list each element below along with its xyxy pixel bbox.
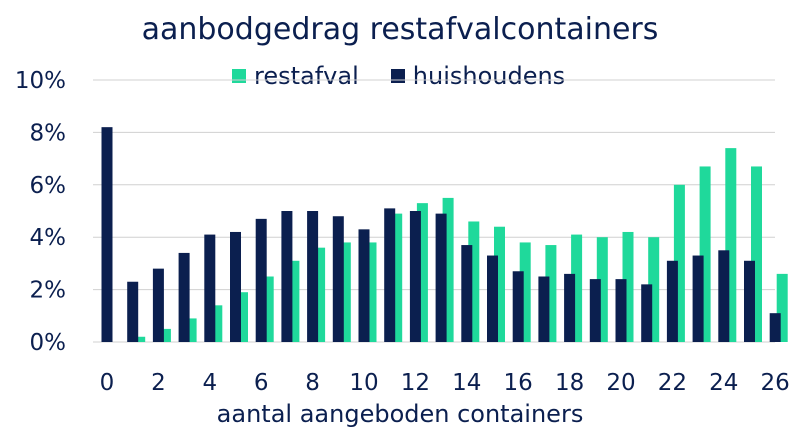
y-tick-label: 10% xyxy=(15,68,66,94)
bar-restafval-21 xyxy=(648,237,660,342)
bar-huishoudens-0 xyxy=(101,127,113,342)
bar-restafval-22 xyxy=(673,184,685,342)
x-tick-label: 0 xyxy=(100,370,115,396)
bar-huishoudens-7 xyxy=(281,211,293,342)
bar-restafval-24 xyxy=(725,148,737,342)
bar-huishoudens-21 xyxy=(641,284,653,342)
bar-restafval-1 xyxy=(134,336,146,342)
y-tick-label: 2% xyxy=(30,278,67,304)
bar-restafval-9 xyxy=(339,242,351,342)
legend-label-restafval: restafval xyxy=(254,62,359,90)
bar-restafval-6 xyxy=(262,276,274,342)
bar-huishoudens-8 xyxy=(307,211,319,342)
chart-title: aanbodgedrag restafvalcontainers xyxy=(141,12,659,47)
bar-huishoudens-24 xyxy=(718,250,730,342)
bar-restafval-23 xyxy=(699,166,711,342)
bar-huishoudens-20 xyxy=(615,279,627,342)
x-tick-label: 26 xyxy=(761,370,790,396)
y-tick-label: 8% xyxy=(30,120,67,146)
bar-huishoudens-17 xyxy=(538,276,550,342)
y-tick-label: 6% xyxy=(30,173,67,199)
bar-huishoudens-25 xyxy=(744,260,755,342)
bar-restafval-26 xyxy=(776,273,788,342)
y-tick-label: 0% xyxy=(30,330,67,356)
y-tick-label: 4% xyxy=(30,225,67,251)
x-axis-label: aantal aangeboden containers xyxy=(216,400,584,428)
legend: restafval huishoudens xyxy=(232,62,597,90)
x-tick-label: 4 xyxy=(202,370,217,396)
bars xyxy=(101,127,788,342)
bar-huishoudens-12 xyxy=(409,211,421,342)
bar-huishoudens-14 xyxy=(461,245,473,342)
bar-huishoudens-11 xyxy=(384,208,396,342)
bar-huishoudens-15 xyxy=(487,255,498,342)
bar-restafval-25 xyxy=(751,166,762,342)
bar-restafval-17 xyxy=(545,245,557,342)
bar-huishoudens-26 xyxy=(769,313,781,342)
bar-restafval-8 xyxy=(314,247,326,342)
x-tick-label: 20 xyxy=(606,370,635,396)
bar-restafval-12 xyxy=(416,203,428,342)
bar-huishoudens-16 xyxy=(512,271,524,342)
bar-restafval-15 xyxy=(494,226,505,342)
x-tick-label: 24 xyxy=(709,370,738,396)
x-tick-label: 18 xyxy=(555,370,584,396)
bar-huishoudens-19 xyxy=(589,279,601,342)
bar-restafval-5 xyxy=(237,292,248,342)
legend-label-huishoudens: huishoudens xyxy=(412,62,566,90)
x-tick-label: 16 xyxy=(504,370,533,396)
x-tick-label: 2 xyxy=(151,370,166,396)
bar-restafval-18 xyxy=(571,234,583,342)
bar-huishoudens-2 xyxy=(152,268,164,342)
bar-huishoudens-18 xyxy=(564,273,576,342)
bar-restafval-20 xyxy=(622,231,634,342)
bar-huishoudens-13 xyxy=(435,213,447,342)
x-tick-label: 22 xyxy=(658,370,687,396)
bar-restafval-4 xyxy=(211,305,223,342)
bar-huishoudens-22 xyxy=(666,260,678,342)
bar-huishoudens-3 xyxy=(178,252,190,342)
x-tick-label: 10 xyxy=(349,370,378,396)
bar-restafval-11 xyxy=(391,213,403,342)
y-axis-ticks: 0% 2% 4% 6% 8% 10% xyxy=(15,68,66,356)
x-axis-ticks: 0 2 4 6 8 10 12 14 16 18 20 22 24 26 xyxy=(100,370,790,396)
x-tick-label: 6 xyxy=(254,370,269,396)
bar-restafval-16 xyxy=(519,242,531,342)
bar-huishoudens-23 xyxy=(692,255,704,342)
x-tick-label: 14 xyxy=(452,370,481,396)
x-tick-label: 12 xyxy=(401,370,430,396)
bar-huishoudens-6 xyxy=(255,218,267,342)
bar-restafval-2 xyxy=(159,328,171,342)
x-tick-label: 8 xyxy=(305,370,320,396)
bar-restafval-14 xyxy=(468,221,480,342)
bar-huishoudens-5 xyxy=(230,231,241,342)
bar-restafval-10 xyxy=(365,242,377,342)
bar-restafval-3 xyxy=(185,318,197,342)
bar-restafval-13 xyxy=(442,197,454,342)
bar-huishoudens-4 xyxy=(204,234,216,342)
legend-item-huishoudens: huishoudens xyxy=(390,62,566,90)
bar-huishoudens-9 xyxy=(332,216,344,342)
bar-huishoudens-1 xyxy=(127,281,139,342)
bar-huishoudens-10 xyxy=(358,229,370,342)
bar-restafval-7 xyxy=(288,260,300,342)
bar-restafval-19 xyxy=(596,237,608,342)
